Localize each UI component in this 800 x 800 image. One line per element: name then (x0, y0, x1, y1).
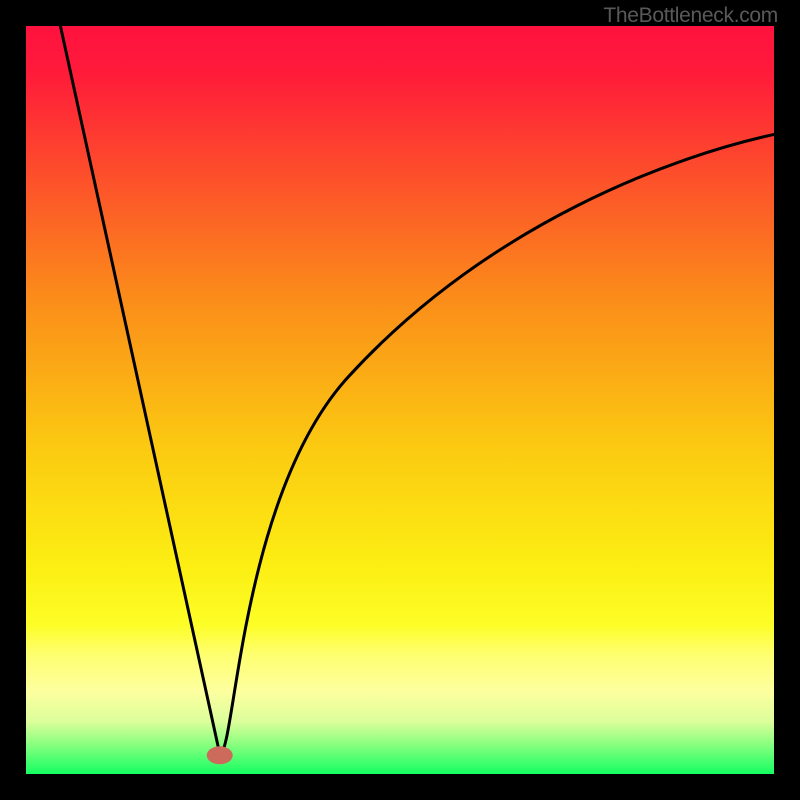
plot-background (26, 26, 774, 774)
optimal-marker (207, 746, 233, 764)
watermark-text: TheBottleneck.com (603, 4, 778, 28)
chart-container: { "watermark": "TheBottleneck.com", "wat… (0, 0, 800, 800)
bottleneck-chart (0, 0, 800, 800)
